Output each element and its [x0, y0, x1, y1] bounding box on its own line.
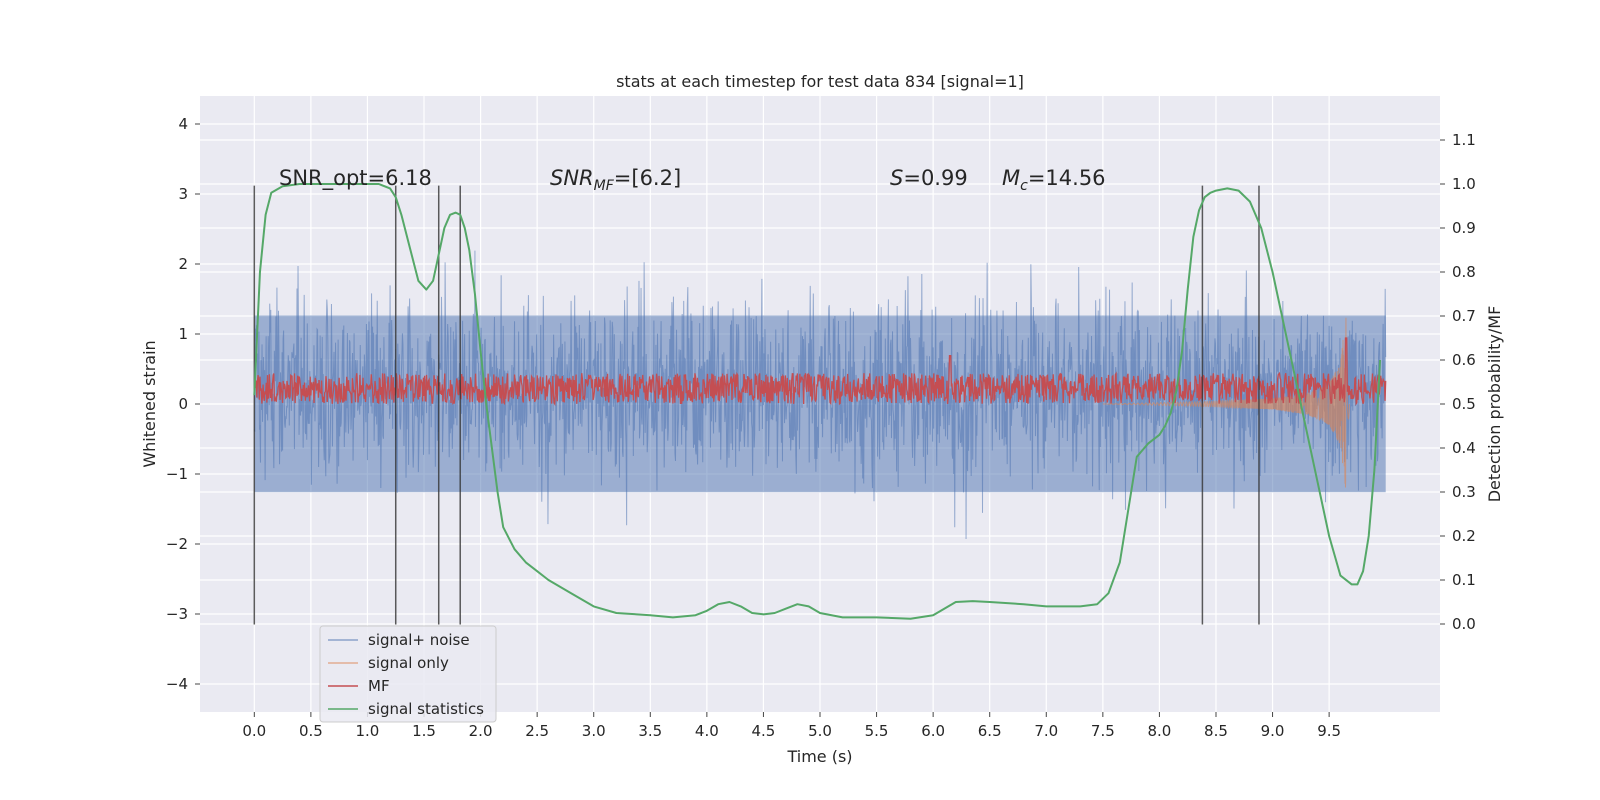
x-tick-label: 3.0 — [582, 722, 606, 740]
x-tick-label: 4.5 — [752, 722, 776, 740]
annotation-snr-opt: SNR_opt=6.18 — [279, 166, 432, 191]
y-right-tick-label: 0.5 — [1452, 395, 1476, 413]
legend-label-signal-noise: signal+ noise — [368, 631, 470, 649]
y-right-tick-label: 0.9 — [1452, 219, 1476, 237]
snr-mf-sub: MF — [594, 178, 615, 194]
y-right-tick-label: 0.0 — [1452, 615, 1476, 633]
y-axis-label-right: Detection probability/MF — [1485, 306, 1504, 503]
legend: signal+ noise signal only MF signal stat… — [319, 625, 497, 723]
x-tick-label: 7.5 — [1091, 722, 1115, 740]
x-tick-label: 6.0 — [921, 722, 945, 740]
annotation-snr-mf: SNRMF=[6.2] — [550, 166, 681, 194]
mc-value: =14.56 — [1028, 166, 1106, 190]
y-left-tick-label: 2 — [178, 255, 188, 273]
y-right-tick-label: 0.7 — [1452, 307, 1476, 325]
y-left-tick-label: 0 — [178, 395, 188, 413]
y-left-tick-label: −1 — [166, 465, 188, 483]
mf-trace — [254, 337, 1387, 407]
x-tick-label: 4.0 — [695, 722, 719, 740]
x-tick-label: 3.5 — [638, 722, 662, 740]
s-symbol: S — [890, 166, 903, 190]
snr-mf-base: SNR — [550, 166, 594, 190]
y-left-tick-label: 4 — [178, 115, 188, 133]
s-value: =0.99 — [903, 166, 967, 190]
y-right-tick-label: 0.6 — [1452, 351, 1476, 369]
annotation-mc: Mc=14.56 — [1002, 166, 1106, 194]
annotations: SNR_opt=6.18 SNRMF=[6.2] S=0.99 Mc=14.56 — [279, 166, 1106, 194]
legend-label-signal-statistics: signal statistics — [368, 700, 484, 718]
x-tick-label: 2.0 — [469, 722, 493, 740]
mc-sub: c — [1020, 178, 1028, 194]
legend-frame — [319, 625, 497, 723]
x-tick-label: 5.5 — [865, 722, 889, 740]
vertical-markers — [253, 185, 1260, 625]
chart-title: stats at each timestep for test data 834… — [616, 72, 1024, 91]
mc-symbol: M — [1002, 166, 1020, 190]
y-right-tick-label: 0.1 — [1452, 571, 1476, 589]
series-signal-statistics — [253, 183, 1382, 620]
y-left-tick-label: −4 — [166, 675, 188, 693]
x-tick-label: 8.5 — [1204, 722, 1228, 740]
x-tick-label: 1.0 — [356, 722, 380, 740]
x-tick-label: 6.5 — [978, 722, 1002, 740]
y-axis-label-left: Whitened strain — [140, 340, 159, 467]
series-mf — [254, 337, 1387, 407]
x-tick-label: 8.0 — [1147, 722, 1171, 740]
legend-label-mf: MF — [368, 677, 390, 695]
y-left-tick-label: −2 — [166, 535, 188, 553]
legend-label-signal-only: signal only — [368, 654, 449, 672]
y-left-tick-label: 1 — [178, 325, 188, 343]
snr-mf-value: =[6.2] — [614, 166, 681, 190]
x-tick-label: 0.5 — [299, 722, 323, 740]
y-right-tick-label: 1.1 — [1452, 131, 1476, 149]
signal-only-trace — [1102, 317, 1350, 488]
x-tick-label: 9.0 — [1261, 722, 1285, 740]
y-right-tick-label: 1.0 — [1452, 175, 1476, 193]
x-tick-label: 5.0 — [808, 722, 832, 740]
x-tick-label: 2.5 — [525, 722, 549, 740]
x-axis-label: Time (s) — [786, 747, 852, 766]
series-signal-only — [1102, 317, 1350, 488]
signal-statistics-trace — [253, 183, 1382, 620]
y-left-tick-label: −3 — [166, 605, 188, 623]
x-tick-label: 9.5 — [1317, 722, 1341, 740]
x-tick-label: 0.0 — [242, 722, 266, 740]
y-right-tick-label: 0.8 — [1452, 263, 1476, 281]
y-right-tick-label: 0.2 — [1452, 527, 1476, 545]
annotation-s: S=0.99 — [890, 166, 968, 190]
x-tick-label: 1.5 — [412, 722, 436, 740]
y-left-tick-label: 3 — [178, 185, 188, 203]
y-right-tick-label: 0.3 — [1452, 483, 1476, 501]
tick-labels: 0.0 0.5 1.0 1.5 2.0 2.5 3.0 3.5 4.0 4.5 5.0 5.5 6.0 6… — [166, 115, 1476, 740]
x-tick-label: 7.0 — [1034, 722, 1058, 740]
y-right-tick-label: 0.4 — [1452, 439, 1476, 457]
